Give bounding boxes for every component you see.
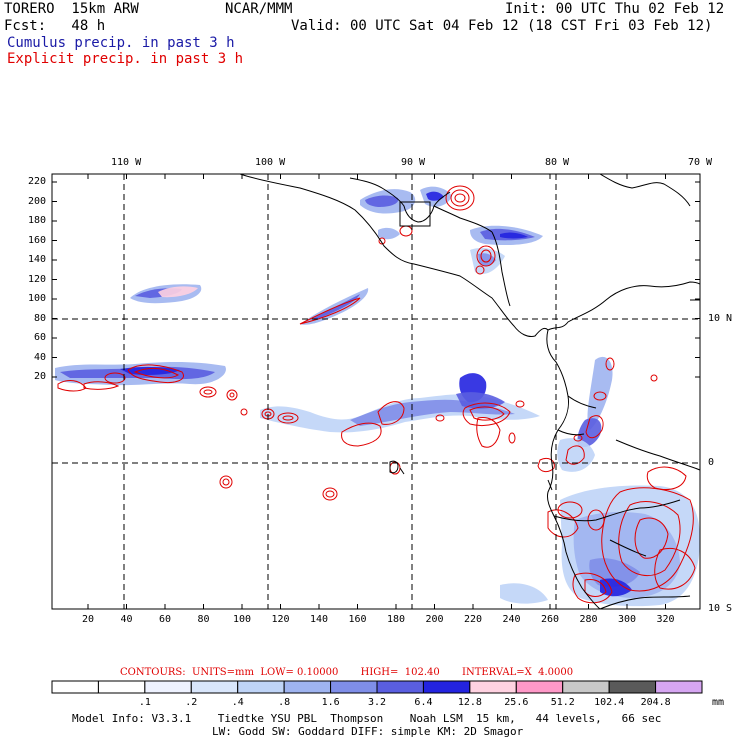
x-tick-label: 180 [387,614,406,625]
precip-patch [456,392,505,409]
x-tick-label: 100 [233,614,252,625]
lat-label-10s: 10 S [708,603,733,614]
colorbar-label: 1.6 [321,697,340,708]
lat-label-10n: 10 N [708,313,733,324]
x-tick-label: 20 [82,614,95,625]
y-tick-label: 60 [34,332,47,343]
colorbar-swatch [237,680,285,694]
colorbar-label: .4 [231,697,244,708]
colorbar-swatch [515,680,564,694]
y-tick-label: 200 [28,195,47,207]
colorbar-swatch [283,680,332,694]
cumulus-precip-label: Cumulus precip. in past 3 h [7,35,235,51]
lat-label-0: 0 [708,457,715,468]
colorbar-label: 3.2 [368,697,387,708]
precip-patch [587,356,613,430]
y-tick-label: 120 [28,273,47,285]
precip-patch [120,366,180,375]
colorbar-swatch [330,680,378,694]
precip-patch [378,227,400,240]
y-tick-label: 140 [28,254,47,265]
y-tick-label: 180 [28,215,47,226]
model-info: Model Info: V3.3.1 Tiedtke YSU PBL Thomp… [72,712,662,725]
y-tick-label: 220 [28,176,47,187]
forecast-hour: Fcst: 48 h [4,18,106,34]
x-tick-label: 240 [502,614,521,625]
y-tick-label: 20 [34,371,47,382]
x-tick-label: 160 [348,614,367,625]
precip-patch [365,195,399,207]
x-tick-label: 60 [159,614,172,625]
lon-label-100w: 100 W [255,157,286,168]
lat-lon-grid [52,174,700,609]
y-tick-label: 100 [28,293,47,304]
colorbar-swatch [608,680,657,694]
colorbar-label: 51.2 [550,697,575,708]
colorbar-label: 12.8 [457,697,482,708]
colorbar-swatch [51,680,99,694]
precip-patch [478,253,496,266]
map-frame [51,173,701,610]
y-tick-label: 80 [34,312,47,324]
precip-patch [500,583,548,604]
precip-patch [158,286,198,298]
colorbar-label: .2 [185,697,198,708]
init-time: Init: 00 UTC Thu 02 Feb 12 [505,1,725,17]
x-tick-label: 200 [425,614,444,625]
colorbar-swatch [469,680,517,694]
colorbar-units: mm [712,697,725,708]
lon-label-110w: 110 W [111,157,142,168]
x-tick-label: 280 [579,614,598,625]
x-tick-label: 220 [464,614,483,625]
colorbar-swatch [190,680,239,694]
colorbar-swatch [562,680,610,694]
colorbar-swatch [655,680,703,694]
x-tick-label: 300 [618,614,637,625]
x-tick-label: 140 [310,614,329,625]
explicit-precip-label: Explicit precip. in past 3 h [7,51,244,67]
colorbar-label: 102.4 [594,697,625,708]
model-name: TORERO 15km ARW [4,1,139,17]
colorbar-swatch [97,680,146,694]
colorbar-label: 6.4 [414,697,433,708]
coastlines [239,174,700,609]
x-tick-label: 80 [197,614,210,625]
lon-label-90w: 90 W [401,157,426,168]
colorbar-swatch [144,680,192,694]
valid-time: Valid: 00 UTC Sat 04 Feb 12 (18 CST Fri … [291,18,713,34]
organization: NCAR/MMM [225,1,293,17]
colorbar-label: .8 [278,697,291,708]
colorbar-swatch [422,680,471,694]
y-tick-label: 40 [34,351,47,363]
contour-info: CONTOURS: UNITS=mm LOW= 0.10000 HIGH= 10… [120,667,574,678]
x-tick-label: 260 [541,614,560,625]
precip-patch [426,191,444,201]
y-tick-label: 160 [28,234,47,246]
x-tick-label: 320 [656,614,675,625]
colorbar-label: 25.6 [504,697,529,708]
precip-patch [577,418,602,447]
colorbar-label: 204.8 [640,697,671,708]
model-physics: LW: Godd SW: Goddard DIFF: simple KM: 2D… [212,725,524,738]
colorbar-label: .1 [138,697,151,708]
x-tick-label: 40 [120,614,133,625]
lon-label-80w: 80 W [545,157,570,168]
precip-patch [500,232,528,239]
colorbar-swatch [376,680,424,694]
lon-label-70w: 70 W [688,157,713,168]
explicit-precip-contours [57,185,696,604]
x-tick-label: 120 [271,614,290,625]
frame-ticks [52,174,700,609]
